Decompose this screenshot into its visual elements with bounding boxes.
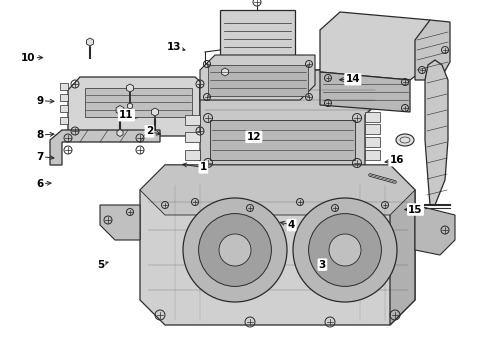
Circle shape — [219, 234, 251, 266]
Polygon shape — [116, 105, 124, 114]
Text: 8: 8 — [37, 130, 44, 140]
Circle shape — [198, 213, 271, 287]
Polygon shape — [85, 88, 192, 117]
FancyBboxPatch shape — [60, 94, 68, 101]
FancyBboxPatch shape — [220, 10, 295, 65]
FancyBboxPatch shape — [60, 83, 68, 90]
Text: 12: 12 — [246, 132, 261, 142]
Circle shape — [183, 198, 287, 302]
Text: 16: 16 — [390, 155, 404, 165]
Text: 11: 11 — [119, 110, 134, 120]
Text: 2: 2 — [146, 126, 153, 136]
Polygon shape — [415, 20, 450, 80]
FancyBboxPatch shape — [60, 117, 68, 124]
Polygon shape — [221, 68, 228, 76]
Polygon shape — [117, 130, 123, 136]
Polygon shape — [87, 38, 94, 46]
Text: 3: 3 — [319, 260, 326, 270]
Text: 4: 4 — [288, 220, 295, 230]
Polygon shape — [127, 103, 133, 109]
Polygon shape — [140, 165, 415, 215]
Circle shape — [309, 213, 381, 287]
Polygon shape — [220, 65, 292, 75]
Polygon shape — [50, 130, 160, 165]
Polygon shape — [320, 72, 410, 112]
Text: 15: 15 — [408, 204, 423, 215]
Polygon shape — [390, 165, 415, 325]
Polygon shape — [68, 77, 210, 136]
FancyBboxPatch shape — [185, 150, 200, 160]
FancyBboxPatch shape — [60, 105, 68, 112]
Text: 9: 9 — [37, 96, 44, 106]
Text: 13: 13 — [167, 42, 181, 52]
Polygon shape — [425, 60, 448, 205]
Polygon shape — [320, 12, 430, 80]
Text: 7: 7 — [36, 152, 44, 162]
FancyBboxPatch shape — [185, 132, 200, 142]
Polygon shape — [140, 165, 415, 325]
Polygon shape — [200, 70, 380, 165]
Polygon shape — [210, 120, 355, 160]
Polygon shape — [200, 70, 380, 115]
Polygon shape — [415, 205, 455, 255]
Text: 6: 6 — [37, 179, 44, 189]
FancyBboxPatch shape — [365, 112, 380, 122]
Polygon shape — [100, 205, 140, 240]
Text: 1: 1 — [200, 162, 207, 172]
Polygon shape — [208, 65, 308, 96]
FancyBboxPatch shape — [365, 124, 380, 134]
FancyBboxPatch shape — [365, 137, 380, 147]
Polygon shape — [151, 108, 158, 116]
Circle shape — [293, 198, 397, 302]
Text: 14: 14 — [345, 74, 360, 84]
Text: 10: 10 — [21, 53, 36, 63]
Text: 5: 5 — [97, 260, 104, 270]
Ellipse shape — [396, 134, 414, 146]
Polygon shape — [126, 84, 133, 92]
Circle shape — [329, 234, 361, 266]
FancyBboxPatch shape — [185, 115, 200, 125]
Polygon shape — [200, 55, 315, 100]
FancyBboxPatch shape — [365, 150, 380, 160]
